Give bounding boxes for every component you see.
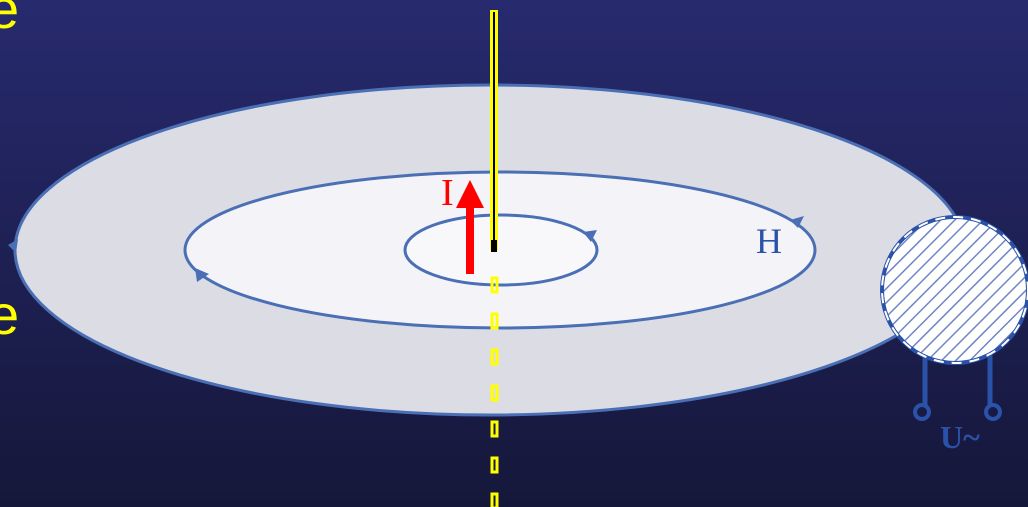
current-arrowhead — [456, 180, 484, 208]
probe-outline — [881, 216, 1028, 364]
terminal — [984, 403, 1002, 421]
arrowhead — [8, 239, 18, 253]
wire-end — [491, 240, 497, 252]
inner-field-line — [403, 213, 599, 287]
arrowhead — [790, 216, 804, 228]
wire-dashed — [490, 276, 499, 507]
terminal — [913, 403, 931, 421]
letter: e — [0, 0, 19, 40]
arrowhead — [195, 268, 209, 282]
current-label: I — [441, 172, 454, 214]
arrowhead — [583, 230, 597, 242]
voltage-label: U~ — [940, 419, 980, 455]
field-label: H — [756, 221, 782, 261]
letter: e — [0, 283, 19, 346]
